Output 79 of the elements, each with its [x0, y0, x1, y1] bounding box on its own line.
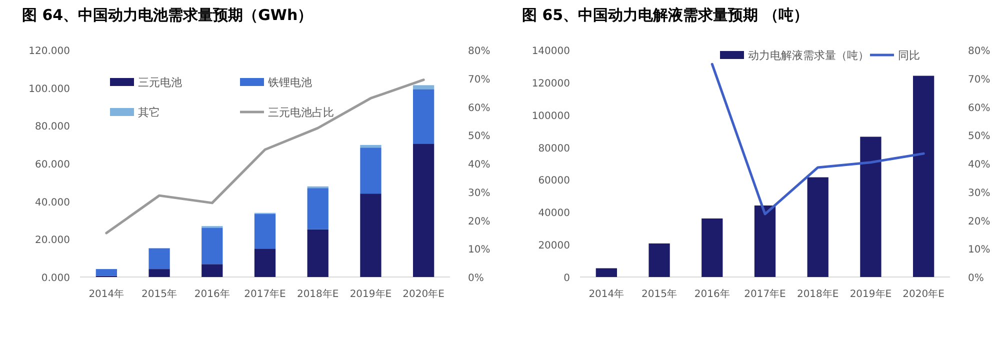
- bar: [360, 148, 382, 194]
- x-tick-label: 2015年: [142, 288, 178, 300]
- y-tick-label: 0.000: [41, 273, 70, 284]
- y-tick-label: 120.000: [28, 46, 70, 57]
- x-tick-label: 2015年: [642, 288, 678, 300]
- y-tick-label: 60000: [538, 176, 570, 187]
- bar: [913, 76, 934, 277]
- line-series: [105, 78, 425, 234]
- bar: [254, 214, 276, 249]
- y-tick-label: 140000: [532, 46, 570, 57]
- y2-tick-label: 50%: [968, 131, 990, 142]
- bar: [702, 218, 723, 277]
- y2-tick-label: 30%: [468, 188, 490, 199]
- y-tick-label: 40.000: [35, 197, 70, 208]
- bar: [148, 248, 170, 270]
- legend-label: 其它: [138, 106, 160, 119]
- bar: [860, 136, 882, 277]
- x-tick-label: 2020年E: [402, 288, 444, 300]
- x-tick-label: 2018年E: [796, 288, 839, 300]
- bar: [96, 269, 117, 276]
- x-tick-label: 2017年E: [744, 288, 786, 300]
- x-tick-label: 2014年: [88, 288, 124, 300]
- y-tick-label: 20000: [538, 240, 570, 252]
- y2-tick-label: 60%: [468, 102, 490, 114]
- x-tick-label: 2017年E: [244, 288, 286, 300]
- x-tick-label: 2016年: [694, 288, 730, 300]
- bar: [596, 268, 617, 277]
- y-tick-label: 80.000: [35, 122, 70, 133]
- y2-tick-label: 30%: [968, 188, 990, 199]
- line-series: [710, 62, 925, 216]
- legend-label: 铁锂电池: [267, 76, 312, 89]
- legend-label: 三元电池占比: [268, 106, 334, 119]
- bar: [754, 205, 776, 277]
- bar: [413, 89, 434, 144]
- y2-tick-label: 0%: [968, 273, 984, 284]
- x-tick-label: 2018年E: [296, 288, 339, 300]
- y2-tick-label: 80%: [968, 46, 990, 57]
- y-tick-label: 60.000: [35, 160, 70, 170]
- y2-tick-label: 80%: [468, 46, 490, 57]
- bar: [360, 194, 382, 277]
- y-tick-label: 100000: [532, 110, 570, 122]
- y-tick-label: 80000: [538, 143, 570, 154]
- y2-tick-label: 70%: [968, 74, 990, 86]
- y-tick-label: 20.000: [35, 235, 70, 246]
- bar: [202, 228, 223, 264]
- chart-title: 图 65、中国动力电解液需求量预期 （吨）: [522, 6, 808, 24]
- bar: [360, 144, 382, 148]
- x-tick-label: 2020年E: [902, 288, 944, 300]
- y2-tick-label: 40%: [468, 160, 490, 170]
- bar: [307, 229, 328, 277]
- y-tick-label: 0: [564, 273, 570, 284]
- y2-tick-label: 70%: [468, 74, 490, 86]
- x-tick-label: 2019年E: [850, 288, 892, 300]
- bar: [254, 248, 276, 277]
- bar: [648, 243, 670, 277]
- bar: [148, 269, 170, 277]
- y2-tick-label: 20%: [968, 216, 990, 228]
- x-tick-label: 2014年: [588, 288, 624, 300]
- legend-label: 动力电解液需求量（吨）: [748, 49, 869, 62]
- y2-tick-label: 60%: [968, 102, 990, 114]
- y2-tick-label: 50%: [468, 131, 490, 142]
- chart-title: 图 64、中国动力电池需求量预期（GWh）: [22, 6, 313, 24]
- bar: [307, 188, 328, 230]
- bar: [202, 264, 223, 277]
- legend-label: 三元电池: [138, 76, 182, 89]
- bar: [807, 177, 828, 277]
- y-tick-label: 40000: [538, 208, 570, 220]
- bar: [413, 85, 434, 90]
- y2-tick-label: 10%: [968, 244, 990, 256]
- y2-tick-label: 40%: [968, 160, 990, 170]
- legend-label: 同比: [898, 49, 920, 62]
- x-tick-label: 2016年: [194, 288, 230, 300]
- x-tick-label: 2019年E: [350, 288, 392, 300]
- y2-tick-label: 0%: [468, 273, 484, 284]
- bar: [413, 144, 434, 277]
- y-tick-label: 120000: [532, 78, 570, 90]
- y-tick-label: 100.000: [28, 84, 70, 95]
- y2-tick-label: 20%: [468, 216, 490, 228]
- y2-tick-label: 10%: [468, 244, 490, 256]
